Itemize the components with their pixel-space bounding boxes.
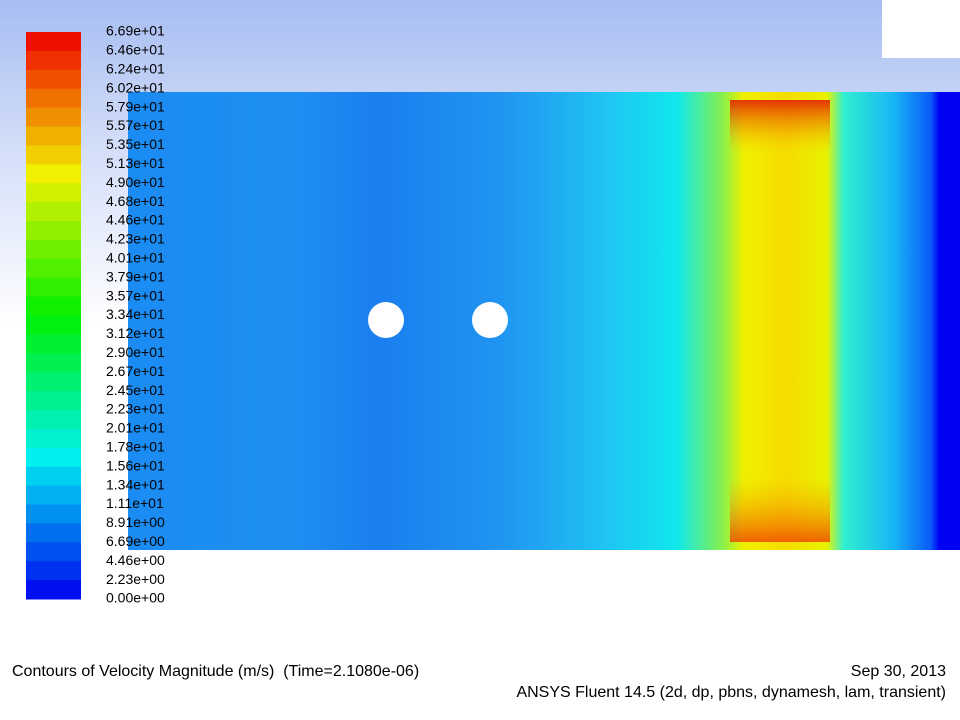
colorbar-band: [26, 504, 81, 524]
colorbar-band: [26, 391, 81, 411]
cylinder: [472, 302, 508, 338]
colorbar-label: 6.24e+01: [106, 61, 165, 77]
colorbar-band: [26, 258, 81, 279]
colorbar-band: [26, 296, 81, 316]
colorbar-band: [26, 428, 81, 449]
colorbar-label: 2.23e+00: [106, 571, 165, 587]
colorbar-band: [26, 315, 81, 335]
shock-band: [730, 100, 830, 542]
colorbar-label: 5.79e+01: [106, 98, 165, 114]
colorbar-band: [26, 107, 81, 127]
caption-title: Contours of Velocity Magnitude (m/s) (Ti…: [12, 663, 419, 680]
colorbar-label: 4.68e+01: [106, 193, 165, 209]
colorbar-label: 6.69e+01: [106, 23, 165, 39]
colorbar-band: [26, 523, 81, 543]
colorbar-band: [26, 542, 81, 562]
colorbar-label: 2.23e+01: [106, 401, 165, 417]
colorbar-band: [26, 239, 81, 260]
colorbar-label: 5.13e+01: [106, 155, 165, 171]
colorbar-label: 2.01e+01: [106, 420, 165, 436]
colorbar-band: [26, 353, 81, 373]
axis-triad-box: [882, 0, 960, 58]
colorbar-label: 4.90e+01: [106, 174, 165, 190]
colorbar-label: 5.35e+01: [106, 136, 165, 152]
colorbar-band: [26, 126, 81, 146]
colorbar-band: [26, 485, 81, 505]
colorbar-band: [26, 580, 81, 600]
colorbar-band: [26, 88, 81, 109]
colorbar-band: [26, 202, 81, 222]
colorbar-label: 1.78e+01: [106, 439, 165, 455]
colorbar-band: [26, 32, 81, 52]
colorbar-label: 2.45e+01: [106, 382, 165, 398]
colorbar-label: 1.34e+01: [106, 476, 165, 492]
colorbar-band: [26, 277, 81, 298]
colorbar-band: [26, 410, 81, 430]
colorbar-band: [26, 164, 81, 184]
colorbar-label: 3.12e+01: [106, 325, 165, 341]
colorbar-label: 4.46e+01: [106, 212, 165, 228]
cylinder: [368, 302, 404, 338]
colorbar-label: 3.79e+01: [106, 268, 165, 284]
colorbar-label: 2.90e+01: [106, 344, 165, 360]
colorbar-label: 3.34e+01: [106, 306, 165, 322]
colorbar-band: [26, 334, 81, 354]
colorbar-label: 2.67e+01: [106, 363, 165, 379]
colorbar-band: [26, 561, 81, 581]
contour-field: [128, 92, 960, 550]
colorbar-label: 0.00e+00: [106, 590, 165, 606]
colorbar: 6.69e+01 6.46e+01 6.24e+01 6.02e+01 5.79e+01…: [26, 23, 165, 606]
colorbar-band: [26, 447, 81, 468]
colorbar-label: 5.57e+01: [106, 117, 165, 133]
colorbar-label: 4.01e+01: [106, 250, 165, 266]
colorbar-label: 8.91e+00: [106, 514, 165, 530]
colorbar-label: 6.02e+01: [106, 79, 165, 95]
colorbar-band: [26, 221, 81, 241]
colorbar-label: 4.46e+00: [106, 552, 165, 568]
colorbar-label: 1.56e+01: [106, 457, 165, 473]
colorbar-label: 6.46e+01: [106, 42, 165, 58]
colorbar-band: [26, 145, 81, 165]
colorbar-band: [26, 466, 81, 487]
colorbar-label: 1.11e+01: [106, 495, 164, 511]
caption-date: Sep 30, 2013: [851, 663, 946, 680]
caption-software: ANSYS Fluent 14.5 (2d, dp, pbns, dynames…: [516, 684, 946, 701]
colorbar-label: 4.23e+01: [106, 231, 165, 247]
colorbar-label: 6.69e+00: [106, 533, 165, 549]
colorbar-label: 3.57e+01: [106, 287, 165, 303]
colorbar-band: [26, 50, 81, 71]
colorbar-band: [26, 183, 81, 203]
colorbar-band: [26, 372, 81, 392]
colorbar-band: [26, 69, 81, 90]
